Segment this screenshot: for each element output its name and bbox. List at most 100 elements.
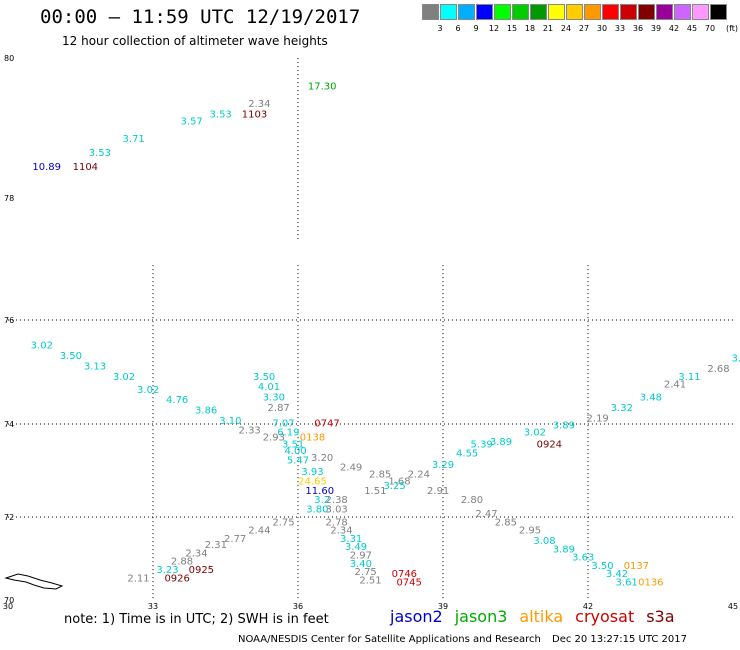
scale-swatch xyxy=(512,4,529,20)
pass-time-label: 0746 xyxy=(392,569,417,580)
wave-height-label: 3.89 xyxy=(553,544,575,555)
wave-height-label: 11.60 xyxy=(305,486,334,497)
pass-time-label: 0138 xyxy=(300,432,325,443)
wave-height-label: 3.20 xyxy=(311,453,333,464)
scale-label: 27 xyxy=(578,24,590,33)
wave-height-label: 10.89 xyxy=(32,162,61,173)
page-subtitle: 12 hour collection of altimeter wave hei… xyxy=(62,34,328,48)
wave-height-label: 3.29 xyxy=(432,460,454,471)
wave-height-label: 5.39 xyxy=(471,439,493,450)
wave-height-label: 2.78 xyxy=(326,517,348,528)
wave-height-label: 2.38 xyxy=(326,495,348,506)
wave-height-label: 3.02 xyxy=(524,428,546,439)
scale-swatch xyxy=(530,4,547,20)
wave-height-label: 2.85 xyxy=(369,469,391,480)
lat-tick-label: 74 xyxy=(4,420,14,429)
wave-height-label: 3.25 xyxy=(384,481,406,492)
lat-tick-label: 80 xyxy=(4,54,14,63)
wave-height-label: 3.2 xyxy=(314,495,330,506)
wave-height-label: 17.30 xyxy=(308,82,337,93)
scale-swatch xyxy=(620,4,637,20)
wave-height-label: 3.42 xyxy=(606,569,628,580)
wave-height-label: 3.02 xyxy=(113,372,135,383)
wave-height-label: 3.53 xyxy=(89,148,111,159)
wave-height-label: 24.65 xyxy=(298,476,327,487)
wave-height-label: 3.31 xyxy=(340,534,362,545)
footer-note: note: 1) Time is in UTC; 2) SWH is in fe… xyxy=(64,612,329,627)
scale-label: 15 xyxy=(506,24,518,33)
wave-height-label: 4.76 xyxy=(166,395,188,406)
scale-swatch xyxy=(548,4,565,20)
lat-tick-label: 72 xyxy=(4,513,14,522)
wave-height-label: 3.53 xyxy=(210,110,232,121)
wave-height-label: 4.01 xyxy=(258,382,280,393)
scale-label: 21 xyxy=(542,24,554,33)
wave-height-label: 2.87 xyxy=(268,403,290,414)
wave-height-label: 3.51 xyxy=(282,439,304,450)
scale-label: 30 xyxy=(596,24,608,33)
scale-label: 70 xyxy=(704,24,716,33)
wave-height-label: 2.44 xyxy=(248,526,270,537)
scale-label: 9 xyxy=(473,24,479,33)
map-grid xyxy=(8,58,733,600)
pass-time-label: 0747 xyxy=(314,418,339,429)
lon-tick-label: 36 xyxy=(293,602,303,611)
wave-height-label: 2.80 xyxy=(461,495,483,506)
wave-height-label: 2.77 xyxy=(224,534,246,545)
coastline-shape xyxy=(4,573,64,590)
satellite-legend-altika: altika xyxy=(519,607,564,626)
scale-label: 12 xyxy=(488,24,500,33)
lat-tick-label: 76 xyxy=(4,316,14,325)
scale-swatch xyxy=(692,4,709,20)
wave-height-label: 2.49 xyxy=(340,463,362,474)
wave-height-label: 3.30 xyxy=(263,393,285,404)
scale-label: 33 xyxy=(614,24,626,33)
scale-swatch xyxy=(476,4,493,20)
wave-height-label: 3.03 xyxy=(326,504,348,515)
scale-swatch xyxy=(422,4,439,20)
scale-swatch xyxy=(566,4,583,20)
wave-height-label: 3.50 xyxy=(591,561,613,572)
wave-height-label: 3.48 xyxy=(640,393,662,404)
wave-height-label: 3.02 xyxy=(31,341,53,352)
page-title: 00:00 – 11:59 UTC 12/19/2017 xyxy=(40,6,361,28)
wave-height-label: 2.75 xyxy=(272,517,294,528)
scale-swatch xyxy=(710,4,727,20)
pass-time-label: 0745 xyxy=(396,577,421,588)
wave-height-label: 2.41 xyxy=(664,380,686,391)
scale-label: 45 xyxy=(686,24,698,33)
wave-height-label: 2.34 xyxy=(185,548,207,559)
wave-height-label: 2.91 xyxy=(427,486,449,497)
scale-label: 6 xyxy=(455,24,461,33)
wave-height-label: 2.34 xyxy=(248,99,270,110)
wave-height-label: 4.00 xyxy=(284,446,306,457)
scale-swatch xyxy=(584,4,601,20)
wave-height-label: 2.33 xyxy=(239,425,261,436)
wave-height-label: 2.85 xyxy=(495,517,517,528)
scale-label: 36 xyxy=(632,24,644,33)
wave-height-label: 3.10 xyxy=(219,416,241,427)
wave-height-label: 3.40 xyxy=(350,559,372,570)
footer-timestamp: Dec 20 13:27:15 UTC 2017 xyxy=(552,634,687,645)
wave-height-label: 2.97 xyxy=(350,551,372,562)
lat-tick-label: 78 xyxy=(4,194,14,203)
wave-height-label: 3.49 xyxy=(345,542,367,553)
satellite-legend: jason2 jason3 altika cryosat s3a xyxy=(390,607,687,626)
wave-height-label: 1.68 xyxy=(388,476,410,487)
lon-tick-label: 33 xyxy=(148,602,158,611)
wave-height-label: 2.51 xyxy=(359,575,381,586)
footer-credit: NOAA/NESDIS Center for Satellite Applica… xyxy=(238,634,541,645)
pass-time-label: 0926 xyxy=(164,573,189,584)
scale-unit: (ft) xyxy=(725,24,739,33)
scale-label: 42 xyxy=(668,24,680,33)
wave-height-label: 5.47 xyxy=(287,456,309,467)
satellite-legend-jason2: jason2 xyxy=(390,607,443,626)
wave-height-label: 3.05 xyxy=(732,354,740,365)
coastline xyxy=(4,573,64,590)
wave-height-label: 3.89 xyxy=(553,421,575,432)
scale-swatch xyxy=(440,4,457,20)
satellite-legend-cryosat: cryosat xyxy=(575,607,635,626)
wave-height-label: 2.31 xyxy=(205,540,227,551)
wave-height-label: 3.61 xyxy=(616,577,638,588)
